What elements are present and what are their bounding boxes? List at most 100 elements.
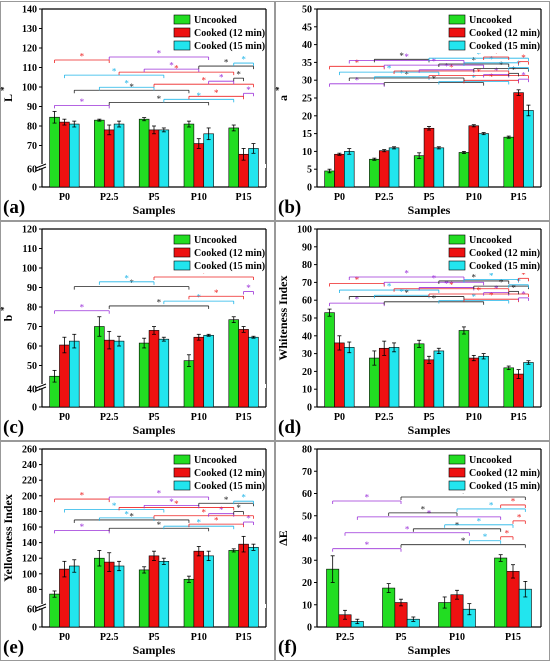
sig-bracket: * [383,274,485,286]
bracket-star: * [489,72,494,82]
legend-swatch [448,40,466,51]
bar-e-0-0 [49,593,60,628]
bar-a-1-0 [59,121,70,188]
bracket-star: * [112,67,117,77]
legend-swatch [448,454,466,465]
y-tick-label: 60 [27,342,37,353]
x-axis-label: Samples [133,423,176,437]
y-tick-label: 70 [302,278,312,289]
x-tick-label: P0 [59,192,70,203]
y-axis-label-group: L* [0,86,15,102]
bracket-star: * [157,489,162,499]
bar-e-1-3 [193,550,205,628]
sig-bracket: * [348,69,465,81]
bar-e-2-2 [158,561,170,628]
legend-swatch [448,260,466,271]
y-tick-label: 50 [302,511,312,522]
bar-e-1-2 [148,555,160,628]
x-tick-label: P10 [449,632,465,643]
bracket-star: * [476,67,481,77]
y-axis-label: ΔE [276,530,290,546]
x-axis-label: Samples [133,203,176,217]
sig-bracket: * [348,288,465,300]
y-axis-label: L [1,94,15,102]
legend-swatch [448,14,466,25]
bar-d-2-1 [388,347,400,408]
bar-d-1-3 [468,357,480,408]
bracket-star: * [494,284,499,294]
legend-label: Cooked (12 min) [469,248,540,259]
sig-bracket: * [54,302,110,314]
bracket-star: * [444,279,449,289]
bar-c-1-3 [193,336,205,408]
sig-bracket: * [512,512,526,524]
y-tick-label: 60 [302,489,312,500]
sig-bracket: * [153,269,254,280]
bracket-star: * [157,94,162,104]
axis-break-mark [35,163,47,169]
y-tick-label: 120 [22,44,37,55]
y-axis-label: Whiteness Index [276,275,290,360]
sig-bracket: * [208,73,235,85]
sig-bracket: * [208,505,235,517]
x-axis-label: Samples [133,643,176,657]
legend-label: Uncooked [469,235,512,246]
legend-swatch [448,247,466,258]
x-tick-label: P2.5 [100,412,119,423]
sig-bracket: * [64,501,165,513]
bracket-star: * [169,61,174,71]
bar-e-2-3 [203,555,214,628]
bar-d-2-3 [478,355,489,408]
bracket-star: * [461,489,466,499]
axis-break-mark [35,166,47,172]
sig-bracket: * [73,82,190,94]
y-tick-label: 70 [27,322,37,333]
y-tick-label: 110 [23,63,37,74]
bracket-star: * [197,518,202,528]
bar-d-1-0 [334,342,345,408]
y-axis-label: Yellowness Index [1,494,15,582]
x-tick-label: P5 [148,192,159,203]
bracket-star: * [404,52,409,62]
panel-border [0,441,275,661]
bar-b-2-3 [478,133,489,188]
bracket-star: * [174,64,179,74]
sig-bracket: * [428,285,529,297]
bracket-star: * [80,97,85,107]
x-tick-label: P5 [148,412,159,423]
sig-bracket: * [153,507,254,519]
bracket-star: * [124,273,129,283]
legend-label: Cooked (12 min) [469,468,540,479]
bracket-star: * [472,55,477,65]
y-tick-label: 20 [302,578,312,589]
bracket-star: * [157,520,162,530]
bar-e-1-0 [59,568,70,628]
y-tick-label: 0 [307,623,312,634]
sig-bracket: * [438,55,510,67]
bar-d-1-1 [378,347,390,408]
legend-label: Cooked (12 min) [194,28,265,39]
bracket-star: * [476,285,481,295]
y-tick-label: 80 [302,260,312,271]
bracket-star: * [387,282,392,292]
bar-c-2-3 [203,334,214,408]
bar-c-1-2 [148,330,160,408]
bracket-star: * [355,75,360,85]
panel-label: (c) [3,417,24,438]
legend-swatch [173,27,191,38]
x-tick-label: P0 [334,192,345,203]
sig-bracket: * [518,289,529,301]
y-tick-label: 10 [302,600,312,611]
sig-bracket: * [438,73,510,85]
sig-bracket: * [153,76,254,88]
sig-bracket: * [143,497,200,509]
bar-f-1-3 [506,571,520,628]
bracket-star: * [404,269,409,279]
bracket-star: * [404,69,409,79]
panel-e: 0 60 80 100 120 140 160 180 200 220 240 260 P0 P2.5 P5… [0,441,275,661]
legend-label: Uncooked [469,15,512,26]
x-tick-label: P5 [423,192,434,203]
